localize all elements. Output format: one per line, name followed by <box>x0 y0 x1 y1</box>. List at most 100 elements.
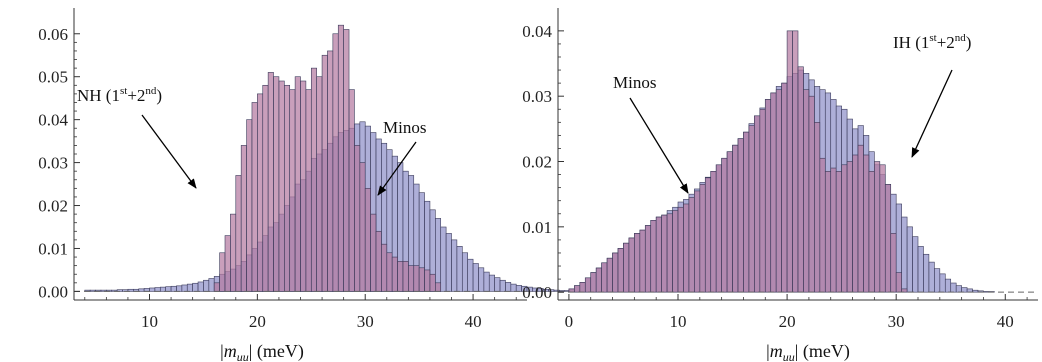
hierarchy-bar <box>841 164 848 293</box>
hierarchy-bar <box>612 252 619 293</box>
hierarchy-bar <box>863 154 870 293</box>
y-tick-label: 0.00 <box>522 283 552 302</box>
hierarchy-bar <box>732 144 739 293</box>
hierarchy-bar <box>435 282 442 292</box>
hierarchy-bar <box>814 122 821 293</box>
right-y-ticks: 0.00 0.01 0.02 0.03 0.04 <box>522 22 564 302</box>
hierarchy-bar <box>337 24 344 292</box>
hierarchy-bar <box>661 214 668 293</box>
hierarchy-bar <box>704 177 712 293</box>
hierarchy-bar <box>224 235 231 292</box>
hierarchy-bar <box>213 282 220 292</box>
hierarchy-bar <box>759 108 766 293</box>
y-tick-label: 0.06 <box>38 25 68 44</box>
hierarchy-bar <box>617 248 624 293</box>
minos-bar <box>488 274 495 292</box>
hierarchy-bar <box>402 261 409 292</box>
minos-bar <box>435 218 442 292</box>
hierarchy-bar <box>639 229 646 293</box>
x-tick-label: 10 <box>141 312 158 331</box>
minos-bar <box>912 236 919 293</box>
hierarchy-bar <box>579 282 586 293</box>
hierarchy-bar <box>743 131 750 293</box>
hierarchy-bar <box>289 89 296 292</box>
hierarchy-bar <box>737 138 744 293</box>
y-tick-label: 0.01 <box>38 239 68 258</box>
left-y-ticks: 0.00 0.01 0.02 0.03 0.04 0.05 0.06 <box>38 25 80 301</box>
hierarchy-bar <box>601 262 608 293</box>
minos-bar <box>906 226 913 293</box>
right-x-ticks: 0 10 20 30 40 <box>565 294 1028 331</box>
hierarchy-bar <box>375 230 382 292</box>
hierarchy-bar <box>262 84 269 292</box>
minos-bar <box>515 285 522 292</box>
hierarchy-bar <box>267 72 274 292</box>
left-x-ticks: 10 20 30 40 <box>84 294 517 331</box>
minos-bar <box>939 273 946 293</box>
hierarchy-bar <box>808 95 815 293</box>
hierarchy-bar <box>819 157 826 293</box>
hierarchy-bar <box>257 93 264 292</box>
hierarchy-bar <box>672 210 679 293</box>
y-tick-label: 0.01 <box>522 218 552 237</box>
hierarchy-bar <box>397 261 404 292</box>
hierarchy-bar <box>726 151 733 293</box>
y-tick-label: 0.03 <box>522 87 552 106</box>
hierarchy-bar <box>792 30 799 293</box>
hierarchy-bar <box>413 265 420 292</box>
hierarchy-bar <box>284 84 291 292</box>
hierarchy-bar <box>884 184 892 293</box>
hierarchy-bar <box>310 67 317 292</box>
ih-bars-right <box>568 30 908 293</box>
hierarchy-bar <box>895 272 902 293</box>
hierarchy-bar <box>770 92 777 293</box>
y-tick-label: 0.00 <box>38 282 68 301</box>
minos-bar <box>505 282 512 292</box>
minos-annotation-label-left: Minos <box>383 118 426 137</box>
hierarchy-bar <box>874 161 881 293</box>
minos-bar <box>961 287 968 293</box>
x-tick-label: 0 <box>565 312 574 331</box>
minos-bar <box>461 252 468 292</box>
hierarchy-bar <box>386 252 393 292</box>
hierarchy-bar <box>634 233 641 293</box>
y-tick-label: 0.02 <box>38 197 68 216</box>
hierarchy-bar <box>300 80 307 292</box>
hierarchy-bar <box>273 76 280 292</box>
hierarchy-bar <box>370 213 377 292</box>
minos-annotation-label-right: Minos <box>613 73 656 92</box>
minos-bar <box>478 267 485 292</box>
minos-bar <box>159 286 166 292</box>
minos-bar <box>510 283 517 292</box>
hierarchy-bar <box>294 76 301 292</box>
minos-bar <box>499 279 506 292</box>
left-x-axis-label: |muu| (meV) <box>220 341 304 362</box>
minos-bar <box>553 289 560 292</box>
minos-bar <box>494 277 501 292</box>
hierarchy-bar <box>348 89 355 292</box>
minos-bar <box>197 281 204 292</box>
hierarchy-bar <box>754 115 761 293</box>
hierarchy-bar <box>332 33 339 292</box>
hierarchy-bar <box>644 225 652 293</box>
right-x-axis-label: |muu| (meV) <box>766 341 850 362</box>
hierarchy-bar <box>786 30 793 293</box>
hierarchy-bar <box>429 273 436 292</box>
hierarchy-bar <box>683 203 690 293</box>
minos-bar <box>165 286 172 292</box>
nh-arrow <box>141 114 197 189</box>
x-tick-label: 40 <box>465 312 482 331</box>
hierarchy-bar <box>418 267 425 292</box>
minos-bar <box>472 263 479 292</box>
minos-bar <box>483 271 490 292</box>
hierarchy-bar <box>381 243 388 292</box>
minos-bar <box>901 216 908 293</box>
hierarchy-bar <box>890 233 897 293</box>
hierarchy-bar <box>584 277 592 293</box>
minos-bar <box>928 261 935 293</box>
nh-annotation-label: NH (1st+2nd) <box>77 85 162 105</box>
hierarchy-bar <box>721 157 728 293</box>
hierarchy-bar <box>650 220 657 293</box>
hierarchy-bar <box>666 213 673 293</box>
minos-bar <box>456 246 463 292</box>
